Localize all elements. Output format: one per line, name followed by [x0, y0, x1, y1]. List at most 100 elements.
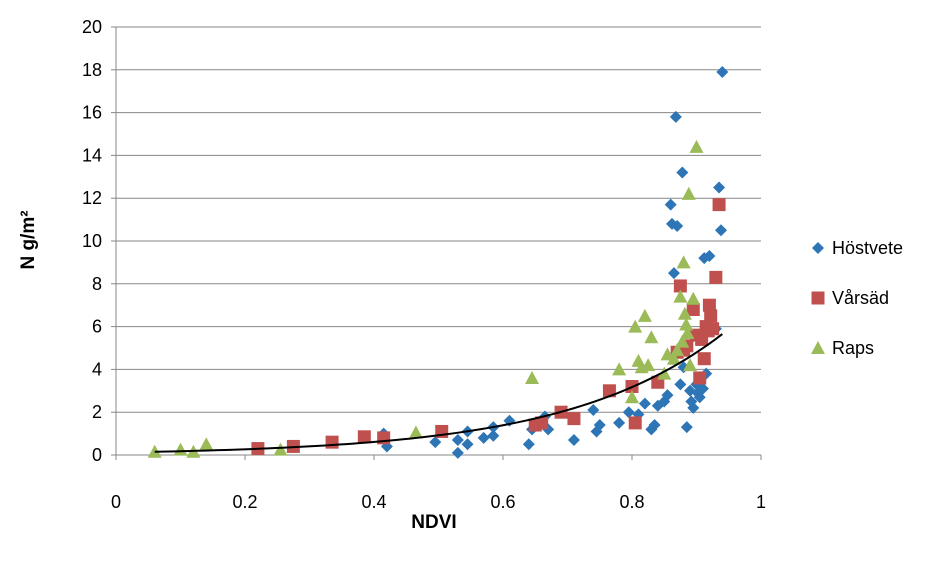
data-point	[451, 446, 464, 459]
trendline-group	[154, 333, 723, 453]
data-point	[715, 224, 728, 237]
axes	[111, 26, 762, 460]
data-point	[587, 404, 600, 417]
x-tick-label: 0.4	[361, 492, 386, 512]
trendline	[154, 333, 723, 453]
data-point	[674, 378, 687, 391]
data-point	[613, 416, 626, 429]
data-point	[628, 416, 642, 430]
legend: Höstvete Vårsäd Raps	[811, 238, 903, 358]
x-tick-labels: 0 0.2 0.4 0.6 0.8 1	[111, 492, 766, 512]
data-point	[702, 298, 716, 312]
gridlines	[116, 26, 761, 413]
data-point	[686, 302, 700, 316]
y-tick-label: 4	[92, 359, 102, 379]
data-point	[676, 166, 689, 179]
data-point	[680, 421, 693, 434]
data-points	[147, 65, 729, 459]
data-point	[687, 401, 700, 414]
series-2	[147, 139, 704, 458]
y-tick-label: 10	[82, 231, 102, 251]
legend-label: Raps	[832, 338, 874, 358]
y-tick-label: 16	[82, 103, 102, 123]
data-point	[706, 322, 720, 336]
data-point	[667, 267, 680, 280]
data-point	[669, 110, 682, 123]
data-point	[704, 309, 718, 323]
data-point	[666, 351, 681, 365]
data-point	[709, 270, 723, 284]
data-point	[637, 308, 652, 322]
data-point	[487, 429, 500, 442]
data-point	[477, 431, 490, 444]
data-point	[567, 412, 581, 426]
data-point	[703, 249, 716, 262]
data-point	[628, 319, 643, 333]
y-tick-label: 20	[82, 17, 102, 37]
data-point	[670, 343, 685, 357]
data-point	[680, 326, 695, 340]
data-point	[199, 437, 214, 451]
data-point	[461, 438, 474, 451]
data-point	[676, 255, 691, 269]
data-point	[625, 390, 639, 404]
data-point	[612, 362, 627, 376]
x-tick-label: 0.6	[490, 492, 515, 512]
data-point	[638, 397, 651, 410]
data-point	[697, 352, 711, 366]
x-tick-label: 1	[756, 492, 766, 512]
legend-marker	[811, 291, 825, 305]
legend-marker	[811, 341, 825, 354]
data-point	[622, 406, 635, 419]
legend-label: Vårsäd	[832, 288, 889, 308]
y-tick-label: 8	[92, 274, 102, 294]
x-tick-label: 0.2	[232, 492, 257, 512]
data-point	[712, 198, 726, 212]
data-point	[671, 220, 684, 233]
data-point	[535, 416, 549, 430]
y-tick-label: 6	[92, 317, 102, 337]
legend-label: Höstvete	[832, 238, 903, 258]
data-point	[673, 289, 688, 303]
data-point	[451, 434, 464, 447]
data-point	[567, 434, 580, 447]
data-point	[673, 279, 687, 293]
data-point	[644, 330, 659, 344]
data-point	[525, 370, 540, 384]
data-point	[660, 347, 675, 361]
x-axis-title: NDVI	[411, 512, 456, 533]
data-point	[173, 442, 188, 456]
data-point	[683, 358, 698, 372]
y-tick-labels: 0 2 4 6 8 10 12 14 16 18 20	[82, 17, 102, 465]
data-point	[522, 438, 535, 451]
x-tick-label: 0.8	[619, 492, 644, 512]
series-1	[251, 198, 726, 456]
data-point	[593, 419, 606, 432]
series-0	[377, 65, 729, 459]
data-point	[273, 442, 288, 456]
data-point	[648, 419, 661, 432]
data-point	[408, 425, 423, 439]
data-point	[675, 334, 690, 348]
data-point	[325, 435, 339, 449]
y-tick-label: 2	[92, 402, 102, 422]
y-tick-label: 14	[82, 145, 102, 165]
data-point	[693, 371, 707, 385]
data-point	[716, 65, 729, 78]
legend-marker	[812, 242, 824, 254]
y-tick-label: 0	[92, 445, 102, 465]
x-tick-label: 0	[111, 492, 121, 512]
data-point	[641, 358, 656, 372]
data-point	[664, 198, 677, 211]
data-point	[429, 436, 442, 449]
data-point	[677, 306, 692, 320]
data-point	[357, 430, 371, 444]
data-point	[713, 181, 726, 194]
y-tick-label: 12	[82, 188, 102, 208]
data-point	[696, 382, 709, 395]
y-axis-title: N g/m²	[18, 210, 39, 269]
data-point	[686, 291, 701, 305]
data-point	[681, 186, 696, 200]
data-point	[661, 389, 674, 402]
